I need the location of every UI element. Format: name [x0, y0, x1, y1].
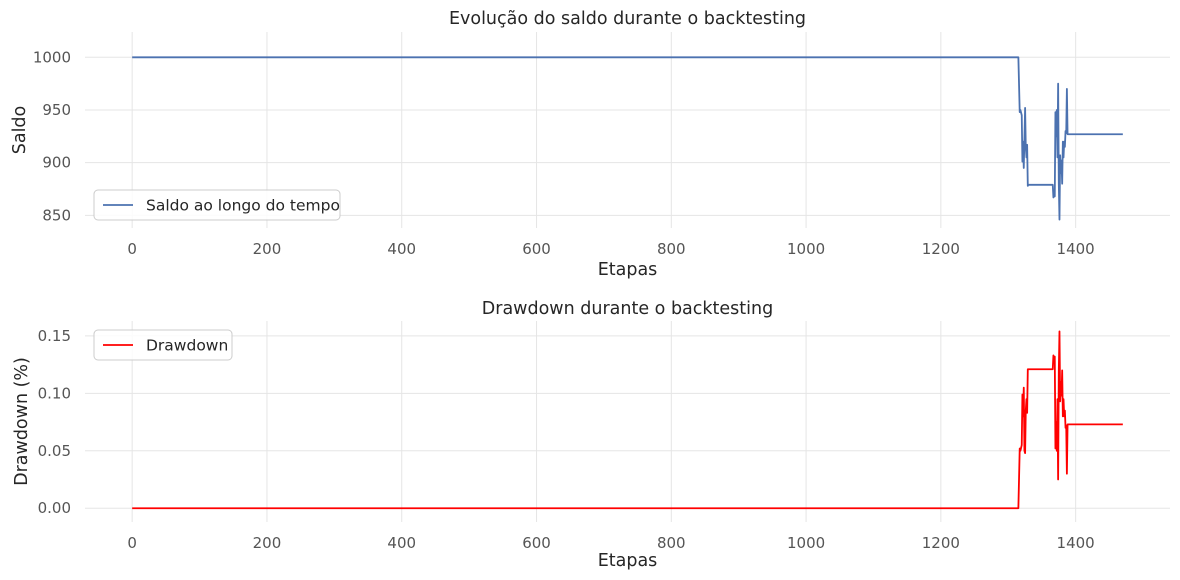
balance-legend-box — [93, 189, 341, 221]
balance-y-tick-label: 850 — [42, 206, 71, 224]
drawdown-x-tick-label: 1200 — [922, 534, 960, 552]
drawdown-x-tick-label: 200 — [253, 534, 282, 552]
balance-chart-title: Evolução do saldo durante o backtesting — [449, 9, 806, 29]
drawdown-x-tick-label: 1400 — [1057, 534, 1095, 552]
drawdown-legend-label: Drawdown — [146, 337, 228, 355]
balance-x-tick-label: 400 — [387, 240, 416, 258]
drawdown-y-tick-label: 0.10 — [38, 384, 71, 402]
drawdown-series-line — [132, 330, 1123, 510]
drawdown-grid — [85, 321, 1170, 522]
drawdown-x-tick-label: 600 — [522, 534, 551, 552]
balance-legend: Saldo ao longo do tempo — [93, 189, 341, 221]
drawdown-x-tick-label: 400 — [387, 534, 416, 552]
drawdown-y-tick-label: 0.05 — [38, 442, 71, 460]
balance-series-line — [132, 56, 1123, 221]
drawdown-x-tick-label: 800 — [657, 534, 686, 552]
balance-x-tick-label: 0 — [127, 240, 137, 258]
balance-chart: 0 200 400 600 800 1000 1200 1400 850 900 950 1000 Ev… — [10, 9, 1170, 280]
balance-y-tick-label: 950 — [42, 101, 71, 119]
drawdown-y-axis-label: Drawdown (%) — [12, 357, 32, 486]
drawdown-chart: 0 200 400 600 800 1000 1200 1400 0.00 0.05 0.10 0.1… — [12, 299, 1170, 571]
balance-x-tick-label: 1000 — [787, 240, 825, 258]
drawdown-x-axis-label: Etapas — [598, 551, 658, 571]
drawdown-legend-box — [93, 329, 233, 361]
balance-x-tick-label: 1400 — [1057, 240, 1095, 258]
drawdown-y-tick-label: 0.00 — [38, 499, 71, 517]
drawdown-x-tick-label: 0 — [127, 534, 137, 552]
drawdown-y-tick-label: 0.15 — [38, 327, 71, 345]
balance-x-tick-label: 1200 — [922, 240, 960, 258]
balance-y-tick-label: 1000 — [33, 48, 71, 66]
balance-legend-label: Saldo ao longo do tempo — [146, 197, 340, 215]
balance-x-tick-label: 800 — [657, 240, 686, 258]
balance-x-tick-label: 600 — [522, 240, 551, 258]
balance-x-axis-label: Etapas — [598, 260, 658, 280]
balance-x-tick-label: 200 — [253, 240, 282, 258]
balance-y-tick-label: 900 — [42, 154, 71, 172]
drawdown-legend: Drawdown — [93, 329, 233, 361]
balance-y-axis-label: Saldo — [10, 106, 30, 155]
drawdown-x-tick-label: 1000 — [787, 534, 825, 552]
drawdown-chart-title: Drawdown durante o backtesting — [482, 299, 773, 319]
